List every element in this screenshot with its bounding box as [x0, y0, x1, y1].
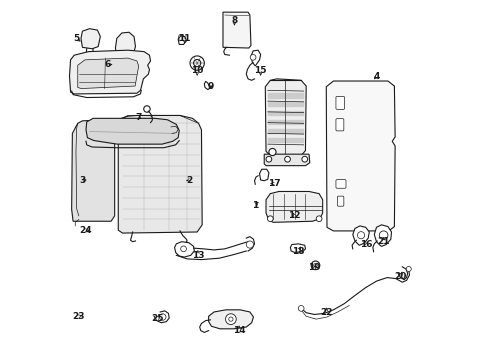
- Polygon shape: [373, 225, 391, 246]
- Circle shape: [180, 246, 186, 252]
- Circle shape: [357, 231, 364, 239]
- Text: 2: 2: [185, 176, 192, 185]
- Polygon shape: [174, 242, 194, 257]
- Polygon shape: [86, 118, 179, 144]
- Text: 9: 9: [207, 82, 213, 91]
- Circle shape: [284, 156, 290, 162]
- Circle shape: [225, 314, 236, 324]
- Text: 15: 15: [254, 66, 266, 75]
- Circle shape: [246, 241, 253, 248]
- Circle shape: [301, 156, 307, 162]
- Polygon shape: [115, 32, 135, 59]
- Circle shape: [267, 216, 273, 222]
- Circle shape: [406, 266, 410, 271]
- Circle shape: [313, 264, 317, 267]
- Circle shape: [298, 306, 304, 311]
- FancyBboxPatch shape: [335, 119, 343, 131]
- Text: 24: 24: [80, 226, 92, 235]
- Text: 11: 11: [178, 34, 190, 43]
- Polygon shape: [223, 12, 250, 48]
- Text: 19: 19: [307, 264, 320, 273]
- Polygon shape: [72, 120, 118, 221]
- Polygon shape: [208, 310, 253, 329]
- FancyBboxPatch shape: [335, 180, 346, 188]
- Polygon shape: [264, 154, 309, 166]
- Text: 22: 22: [319, 308, 332, 317]
- Circle shape: [228, 317, 233, 321]
- Polygon shape: [250, 50, 260, 66]
- Text: 5: 5: [73, 34, 79, 43]
- Circle shape: [190, 56, 204, 70]
- Polygon shape: [69, 50, 150, 94]
- Circle shape: [193, 59, 201, 67]
- Text: 16: 16: [360, 240, 372, 249]
- Circle shape: [310, 261, 319, 270]
- Circle shape: [316, 216, 321, 222]
- Text: 7: 7: [135, 113, 142, 122]
- Polygon shape: [352, 226, 368, 245]
- Circle shape: [268, 148, 276, 156]
- Polygon shape: [265, 192, 322, 222]
- Polygon shape: [290, 244, 305, 252]
- Circle shape: [379, 231, 387, 239]
- Circle shape: [143, 106, 150, 112]
- Text: 20: 20: [393, 271, 406, 280]
- Text: 4: 4: [373, 72, 380, 81]
- Circle shape: [159, 314, 165, 320]
- Circle shape: [265, 156, 271, 162]
- FancyBboxPatch shape: [335, 96, 344, 109]
- Polygon shape: [265, 79, 305, 156]
- Text: 12: 12: [288, 211, 300, 220]
- Circle shape: [250, 54, 255, 60]
- Polygon shape: [118, 116, 202, 233]
- Text: 23: 23: [72, 312, 85, 321]
- Text: 18: 18: [291, 247, 304, 256]
- Polygon shape: [178, 36, 186, 44]
- Polygon shape: [259, 169, 268, 181]
- Text: 3: 3: [79, 176, 85, 185]
- Text: 8: 8: [231, 16, 237, 25]
- Text: 6: 6: [104, 60, 110, 69]
- Text: 1: 1: [252, 201, 258, 210]
- Text: 17: 17: [267, 179, 280, 188]
- Polygon shape: [325, 81, 394, 231]
- Text: 14: 14: [232, 326, 245, 335]
- Polygon shape: [78, 58, 139, 89]
- Text: 25: 25: [151, 314, 163, 323]
- Text: 10: 10: [191, 67, 203, 76]
- Text: 21: 21: [377, 237, 389, 246]
- FancyBboxPatch shape: [337, 196, 343, 206]
- Polygon shape: [81, 29, 100, 49]
- Text: 13: 13: [191, 251, 203, 260]
